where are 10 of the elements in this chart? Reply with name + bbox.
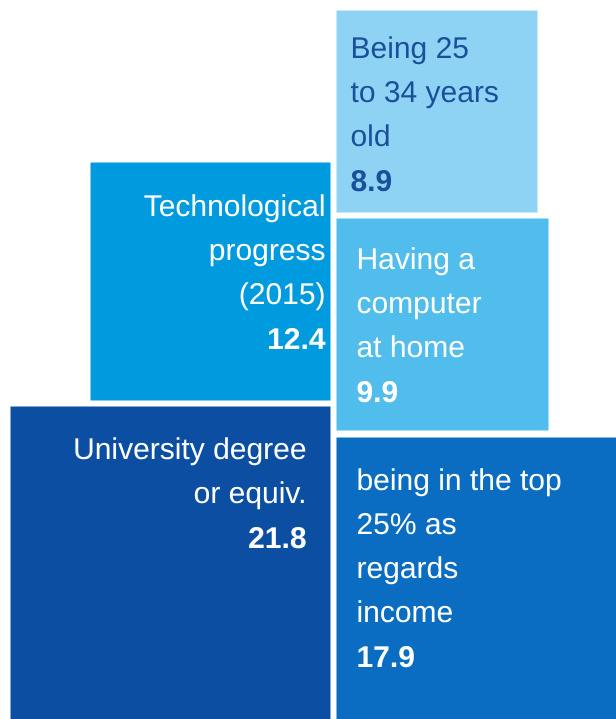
- data-label: 8.9: [350, 165, 392, 198]
- data-label: 12.4: [267, 323, 326, 356]
- data-label: 17.9: [356, 641, 415, 674]
- category-label: Having a computer at home: [356, 243, 482, 364]
- category-label: Being 25 to 34 years old: [350, 32, 499, 153]
- category-label: University degree or equiv.: [73, 433, 307, 510]
- category-label: being in the top 25% as regards income: [356, 464, 562, 629]
- data-label: 21.8: [248, 522, 306, 555]
- category-label: Technological progress (2015): [144, 190, 326, 311]
- data-label: 9.9: [356, 376, 398, 409]
